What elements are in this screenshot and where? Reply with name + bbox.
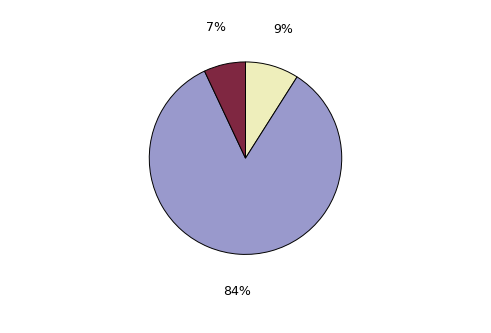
Text: 84%: 84%	[223, 285, 251, 298]
Wedge shape	[205, 62, 246, 158]
Text: 9%: 9%	[273, 23, 293, 36]
Text: 7%: 7%	[206, 21, 226, 34]
Wedge shape	[149, 71, 342, 254]
Wedge shape	[246, 62, 297, 158]
